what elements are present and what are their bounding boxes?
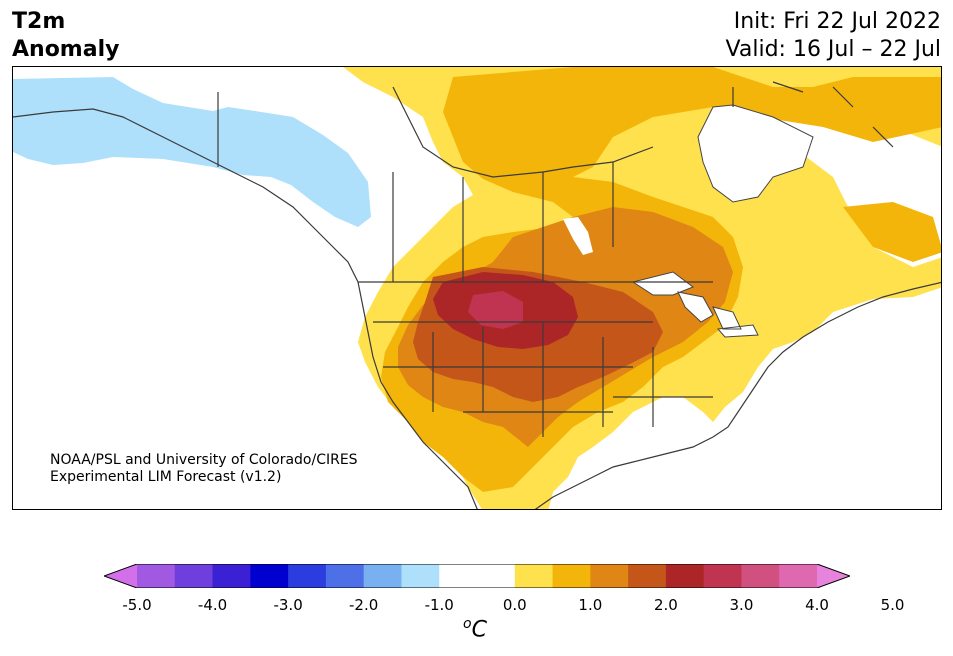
colorbar-arrow-min (104, 564, 137, 588)
colorbar-tick-label: -4.0 (197, 596, 228, 614)
colorbar-segment (288, 564, 327, 588)
init-date-label: Init: Fri 22 Jul 2022 (733, 9, 941, 34)
coastlines-and-borders (13, 81, 941, 509)
colorbar-segment (363, 564, 402, 588)
anomaly-map: NOAA/PSL and University of Colorado/CIRE… (12, 66, 942, 510)
colorbar-tick-label: 2.0 (653, 596, 678, 614)
great-lakes (631, 271, 759, 338)
colorbar-segment (590, 564, 629, 588)
colorbar-segment (628, 564, 667, 588)
colorbar-tick-label: 0.0 (502, 596, 527, 614)
credit-line-1: NOAA/PSL and University of Colorado/CIRE… (50, 452, 358, 468)
colorbar-segment (552, 564, 591, 588)
hudson-bay (697, 104, 814, 203)
anomaly-band-6 (468, 291, 523, 329)
colorbar-segment (401, 564, 440, 588)
valid-period-label: Valid: 16 Jul – 22 Jul (725, 37, 941, 62)
unit-label: oC (463, 616, 487, 642)
colorbar-segment (741, 564, 780, 588)
unit-letter: C (471, 617, 487, 643)
colorbar (104, 564, 850, 588)
colorbar-tick-label: 5.0 (880, 596, 905, 614)
unit-degree-symbol: o (463, 616, 472, 632)
map-title: T2m Anomaly (12, 8, 119, 64)
colorbar-segment (703, 564, 742, 588)
colorbar-tick-label: 1.0 (578, 596, 603, 614)
lake-winnipeg (563, 217, 593, 255)
colorbar-segment (325, 564, 365, 588)
colorbar-segment (477, 564, 516, 588)
quantity-label: Anomaly (12, 37, 120, 62)
colorbar-segment (665, 564, 705, 588)
variable-label: T2m (12, 9, 66, 34)
forecast-dates: Init: Fri 22 Jul 2022 Valid: 16 Jul – 22… (726, 8, 941, 64)
colorbar-arrow-max (817, 564, 850, 588)
colorbar-tick-label: -1.0 (424, 596, 454, 614)
colorbar-segment (779, 564, 818, 588)
colorbar-segment (212, 564, 251, 588)
credit-line-2: Experimental LIM Forecast (v1.2) (50, 469, 281, 485)
colorbar-tick-label: 3.0 (729, 596, 754, 614)
colorbar-segment (514, 564, 554, 588)
colorbar-tick-label: 4.0 (805, 596, 829, 614)
colorbar-segment (250, 564, 289, 588)
colorbar-segment (137, 564, 176, 588)
colorbar-segment (439, 564, 478, 588)
colorbar-tick-label: -2.0 (349, 596, 379, 614)
colorbar-tick-label: -5.0 (122, 596, 152, 614)
anomaly-map-svg: NOAA/PSL and University of Colorado/CIRE… (13, 67, 941, 509)
colorbar-segment (174, 564, 214, 588)
colorbar-tick-label: -3.0 (273, 596, 303, 614)
